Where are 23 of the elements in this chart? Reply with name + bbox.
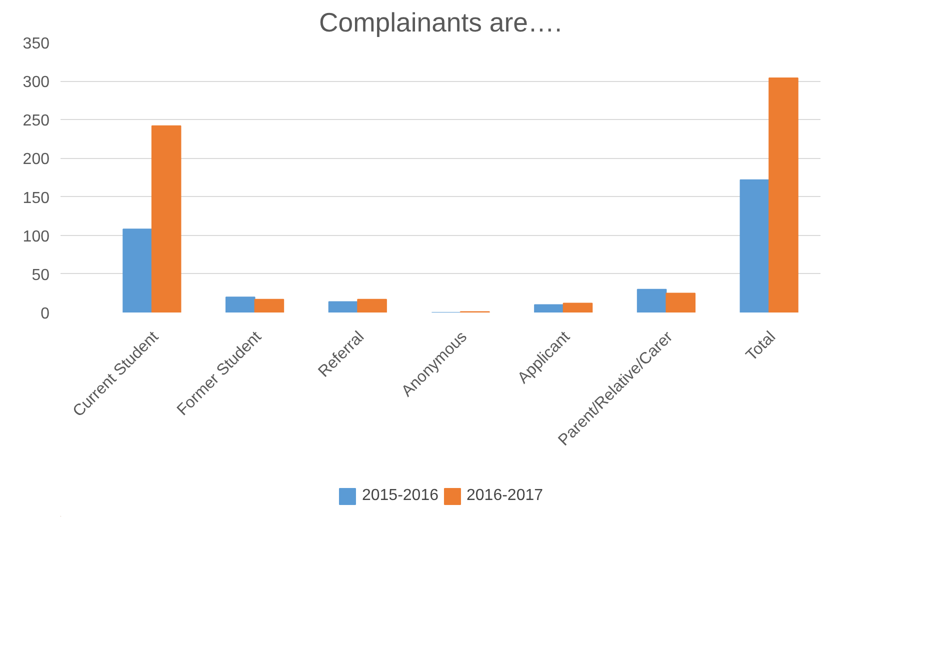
- y-tick-label: 0: [40, 306, 50, 322]
- bar: [122, 228, 152, 312]
- y-tick-label: 250: [22, 112, 50, 130]
- y-tick-label: 150: [22, 190, 50, 207]
- y-tick-label: 350: [22, 36, 50, 52]
- bar: [740, 179, 770, 312]
- bar: [225, 296, 256, 312]
- legend-label: 2016-2017: [466, 487, 544, 505]
- legend-label: 2015-2016: [362, 487, 438, 505]
- y-tick-label: 50: [32, 266, 50, 284]
- y-tick-label: 300: [22, 74, 50, 92]
- bar: [534, 304, 564, 312]
- bar: [254, 298, 284, 312]
- bar: [666, 292, 696, 312]
- y-tick-label: 100: [22, 228, 50, 246]
- bar: [357, 298, 387, 312]
- chart-title: Complainants are….: [319, 8, 562, 38]
- bar: [768, 77, 798, 312]
- bar: [636, 288, 667, 312]
- y-tick-label: 200: [22, 151, 50, 168]
- bar: [328, 301, 358, 312]
- bar: [151, 125, 182, 312]
- bar: [562, 302, 593, 312]
